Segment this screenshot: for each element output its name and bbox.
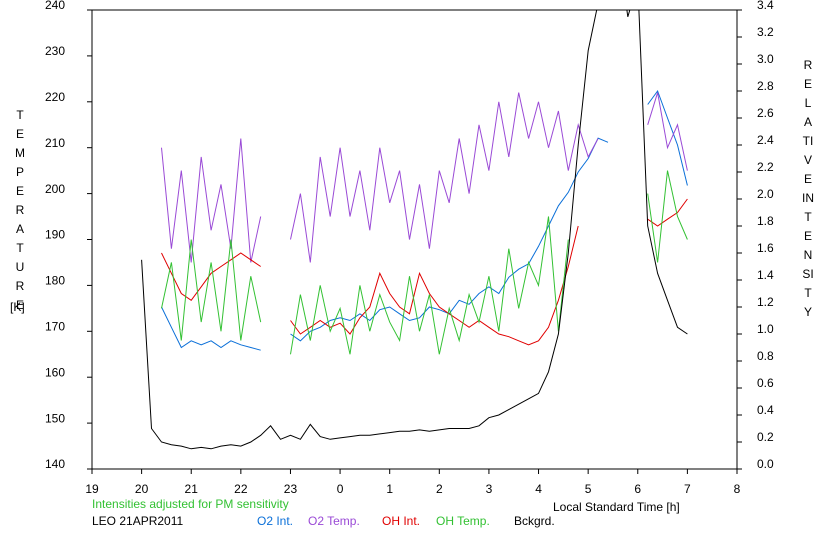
y2-tick-label: 3.0 <box>757 52 774 66</box>
series-line <box>141 10 688 450</box>
y-tick-label: 160 <box>45 365 65 379</box>
note: Intensities adjusted for PM sensitivity <box>92 497 289 511</box>
y-tick-label: 150 <box>45 411 65 425</box>
y-tick-label: 190 <box>45 228 65 242</box>
x-tick-label: 7 <box>684 482 691 496</box>
x-tick-label: 5 <box>585 482 592 496</box>
y2-tick-label: 0.8 <box>757 349 774 363</box>
series-line <box>161 92 688 263</box>
x-tick-label: 2 <box>436 482 443 496</box>
y2-tick-label: 0.2 <box>757 430 774 444</box>
y2-tick-label: 2.6 <box>757 106 774 120</box>
x-tick-label: 8 <box>734 482 741 496</box>
y2-tick-label: 0.6 <box>757 376 774 390</box>
legend-entry: OH Temp. <box>436 514 490 528</box>
legend-entry: O2 Int. <box>257 514 293 528</box>
y2-tick-label: 0.4 <box>757 403 774 417</box>
x-tick-label: 23 <box>284 482 298 496</box>
y2-tick-label: 1.0 <box>757 322 774 336</box>
y-tick-label: 140 <box>45 457 65 471</box>
chart-title: LEO 21APR2011 <box>92 514 183 528</box>
y-axis-unit: [K] <box>10 300 25 314</box>
y-tick-label: 220 <box>45 90 65 104</box>
y-tick-label: 240 <box>45 0 65 12</box>
legend-entry: O2 Temp. <box>308 514 360 528</box>
y2-tick-label: 3.2 <box>757 25 774 39</box>
y-axis-label: TEMPERATURE <box>15 108 25 312</box>
x-axis-label: Local Standard Time [h] <box>553 500 680 514</box>
y2-tick-label: 2.4 <box>757 133 774 147</box>
y2-tick-label: 2.8 <box>757 79 774 93</box>
y2-tick-label: 2.2 <box>757 160 774 174</box>
y2-tick-label: 0.0 <box>757 457 774 471</box>
x-tick-label: 6 <box>634 482 641 496</box>
x-tick-label: 3 <box>486 482 493 496</box>
y-tick-label: 180 <box>45 274 65 288</box>
y-tick-label: 230 <box>45 44 65 58</box>
y2-tick-label: 1.8 <box>757 214 774 228</box>
y2-tick-label: 1.4 <box>757 268 774 282</box>
x-tick-label: 22 <box>234 482 248 496</box>
y2-tick-label: 1.2 <box>757 295 774 309</box>
y2-axis-label: RELATIVE INTENSITY <box>802 58 816 319</box>
legend-entry: Bckgrd. <box>514 514 555 528</box>
x-tick-label: 19 <box>85 482 99 496</box>
y2-tick-label: 1.6 <box>757 241 774 255</box>
series-line <box>161 170 688 355</box>
y-tick-label: 210 <box>45 136 65 150</box>
x-tick-label: 20 <box>135 482 149 496</box>
x-tick-label: 4 <box>535 482 542 496</box>
y2-tick-label: 2.0 <box>757 187 774 201</box>
legend-entry: OH Int. <box>382 514 420 528</box>
y2-tick-label: 3.4 <box>757 0 774 12</box>
x-tick-label: 0 <box>337 482 344 496</box>
series-lines <box>141 10 688 450</box>
series-line <box>161 198 688 346</box>
y-tick-label: 200 <box>45 182 65 196</box>
y-tick-label: 170 <box>45 319 65 333</box>
x-tick-label: 21 <box>185 482 199 496</box>
x-tick-label: 1 <box>386 482 393 496</box>
